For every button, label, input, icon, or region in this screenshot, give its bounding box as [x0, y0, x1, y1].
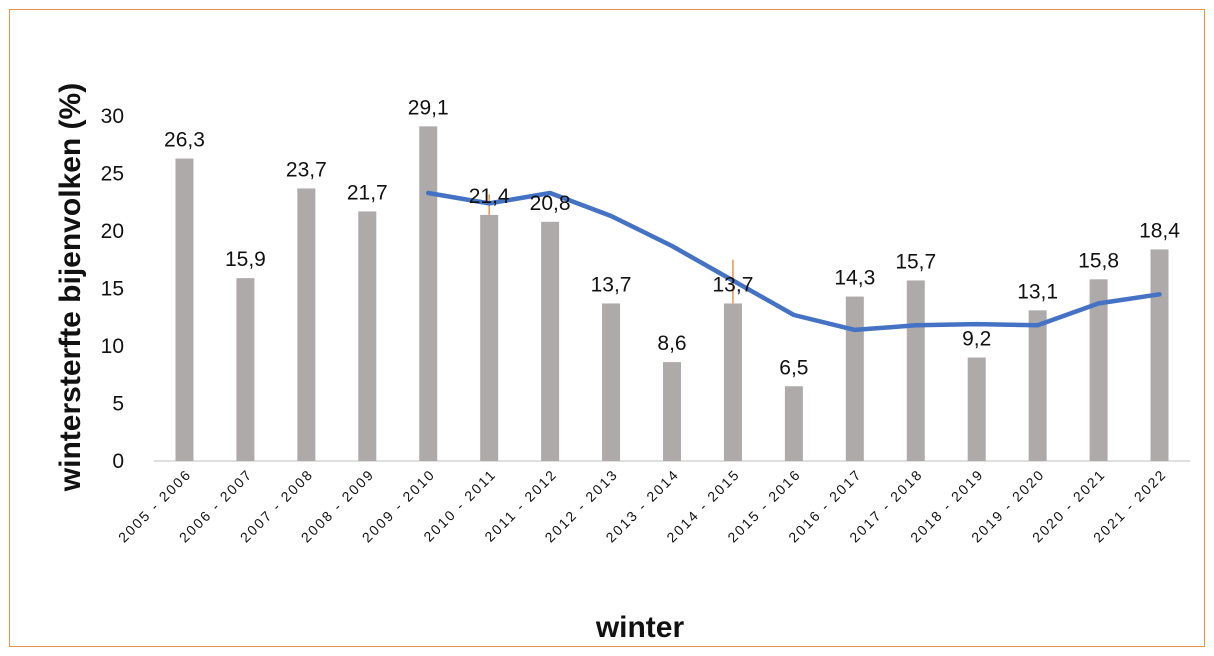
y-axis-title: wintersterfte bijenvolken (%)	[54, 83, 87, 492]
bar	[297, 188, 316, 461]
y-tick-labels: 0 5 10 15 20 25 30	[101, 105, 124, 473]
bar-series	[175, 126, 1169, 462]
bar	[906, 280, 925, 461]
y-tick-label: 10	[101, 335, 124, 358]
data-label: 8,6	[657, 332, 686, 355]
bar	[541, 221, 560, 461]
bar	[723, 303, 742, 461]
data-label: 23,7	[286, 158, 327, 181]
bar	[419, 126, 438, 461]
y-tick-label: 25	[101, 163, 124, 186]
data-label: 20,8	[530, 192, 571, 215]
bar	[663, 362, 681, 461]
y-tick-label: 30	[101, 105, 124, 128]
bar	[480, 214, 499, 461]
data-label: 29,1	[408, 96, 449, 119]
x-axis-title: winter	[595, 611, 685, 644]
data-label: 21,4	[469, 185, 510, 208]
data-label: 6,5	[779, 356, 808, 379]
bar	[845, 296, 864, 461]
data-label: 21,7	[347, 181, 388, 204]
bar	[784, 386, 803, 461]
data-label: 9,2	[962, 328, 991, 351]
bar	[236, 278, 255, 461]
data-label: 15,9	[225, 248, 266, 271]
y-tick-label: 15	[101, 278, 124, 301]
bar	[1028, 310, 1047, 461]
bar	[1150, 249, 1169, 461]
y-tick-label: 0	[112, 450, 124, 473]
data-labels: 26,3 15,9 23,7 21,7 29,1 21,4 20,8 13,7 8,6 13,7 6…	[164, 96, 1180, 379]
data-label: 14,3	[834, 267, 875, 290]
data-label: 26,3	[164, 129, 205, 152]
y-tick-label: 5	[112, 393, 124, 416]
data-label: 15,7	[895, 250, 936, 273]
trend-line	[425, 190, 1162, 333]
data-label: 13,7	[713, 273, 754, 296]
data-label: 15,8	[1078, 249, 1119, 272]
bar	[1089, 279, 1108, 461]
bar	[175, 158, 194, 462]
bar	[602, 303, 621, 461]
bar	[967, 357, 986, 461]
data-label: 18,4	[1139, 219, 1180, 242]
line-series	[425, 190, 1162, 333]
bar	[358, 211, 377, 461]
data-label: 13,7	[591, 273, 632, 296]
y-tick-label: 20	[101, 220, 124, 243]
data-label: 13,1	[1017, 280, 1058, 303]
